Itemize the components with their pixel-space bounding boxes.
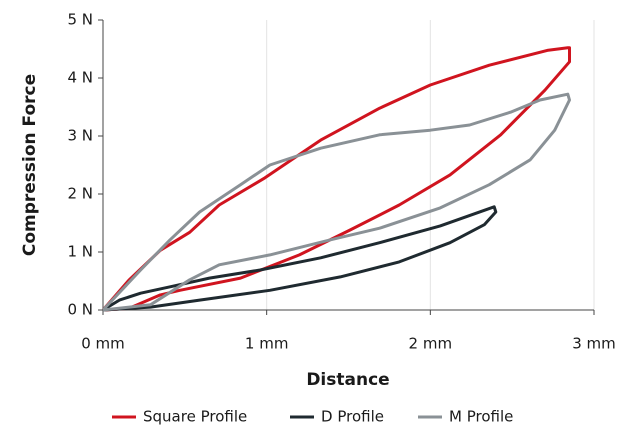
legend-label: M Profile bbox=[449, 408, 513, 426]
series-line bbox=[101, 92, 571, 312]
x-tick-label: 1 mm bbox=[245, 335, 289, 353]
y-tick-label: 4 N bbox=[67, 69, 93, 87]
legend-label: Square Profile bbox=[143, 408, 247, 426]
y-axis-title: Compression Force bbox=[20, 74, 40, 256]
legend-label: D Profile bbox=[321, 408, 384, 426]
y-tick-label: 5 N bbox=[67, 11, 93, 29]
y-tick-label: 0 N bbox=[67, 301, 93, 319]
series-line bbox=[102, 205, 498, 312]
y-tick-label: 1 N bbox=[67, 243, 93, 261]
x-tick-label: 3 mm bbox=[572, 335, 616, 353]
y-tick-label: 3 N bbox=[67, 127, 93, 145]
series-line bbox=[101, 46, 571, 312]
x-tick-label: 0 mm bbox=[81, 335, 125, 353]
y-tick-label: 2 N bbox=[67, 185, 93, 203]
x-axis-title: Distance bbox=[306, 370, 389, 390]
x-tick-label: 2 mm bbox=[409, 335, 453, 353]
